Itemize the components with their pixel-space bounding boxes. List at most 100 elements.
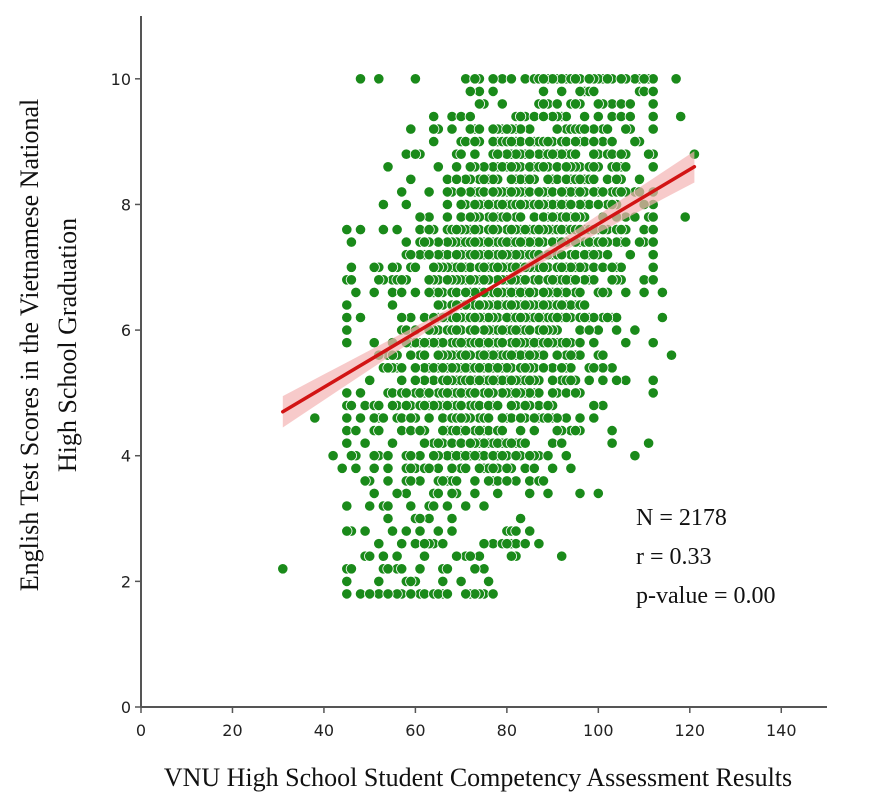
data-point bbox=[647, 236, 659, 248]
data-point bbox=[537, 98, 550, 110]
data-point bbox=[629, 136, 641, 148]
data-point bbox=[341, 588, 353, 600]
data-point bbox=[386, 437, 399, 449]
data-point bbox=[409, 362, 421, 374]
data-point bbox=[414, 211, 426, 223]
y-tick-label: 8 bbox=[121, 195, 131, 214]
stats-annotation-line: N = 2178 bbox=[636, 505, 727, 531]
data-point bbox=[437, 424, 449, 437]
data-point bbox=[409, 148, 421, 160]
data-point bbox=[450, 173, 463, 185]
data-point bbox=[551, 123, 563, 135]
data-point bbox=[546, 462, 559, 474]
data-point bbox=[359, 525, 371, 537]
data-point bbox=[588, 85, 600, 98]
data-point bbox=[514, 211, 527, 223]
data-point bbox=[373, 274, 385, 286]
data-point bbox=[514, 110, 527, 123]
data-point bbox=[405, 249, 417, 261]
data-point bbox=[647, 123, 659, 135]
data-point bbox=[583, 374, 595, 386]
data-point bbox=[423, 286, 435, 298]
data-point bbox=[574, 173, 586, 185]
data-point bbox=[478, 274, 490, 286]
data-point bbox=[620, 286, 632, 298]
data-point bbox=[505, 299, 517, 311]
data-point bbox=[519, 224, 531, 236]
data-point bbox=[469, 487, 481, 499]
x-tick-label: 80 bbox=[497, 721, 517, 740]
data-point bbox=[638, 286, 650, 298]
data-point bbox=[368, 462, 380, 474]
data-point bbox=[364, 550, 376, 562]
data-point bbox=[492, 261, 504, 273]
data-point bbox=[505, 374, 517, 386]
data-point bbox=[423, 412, 435, 424]
data-point bbox=[574, 412, 586, 424]
data-point bbox=[665, 349, 678, 361]
data-point bbox=[578, 123, 591, 135]
data-point bbox=[396, 362, 408, 374]
labels: 0 20 40 60 80 100 120 140 0 2 4 6 8 10 VNU High School… bbox=[15, 70, 797, 792]
data-point bbox=[615, 224, 627, 236]
data-point bbox=[501, 123, 513, 135]
data-point bbox=[487, 374, 499, 386]
x-tick-label: 120 bbox=[675, 721, 706, 740]
data-point bbox=[414, 525, 426, 537]
data-point bbox=[510, 387, 522, 399]
data-point bbox=[469, 450, 481, 462]
y-tick-label: 6 bbox=[121, 321, 131, 340]
data-point bbox=[464, 274, 476, 286]
data-point bbox=[551, 311, 563, 324]
data-point bbox=[514, 311, 527, 324]
data-point bbox=[624, 110, 636, 123]
data-point bbox=[391, 550, 403, 562]
data-point bbox=[542, 173, 554, 185]
data-point bbox=[505, 550, 517, 562]
data-point bbox=[487, 73, 499, 85]
data-point bbox=[432, 299, 444, 311]
data-point bbox=[460, 349, 472, 361]
data-point bbox=[537, 362, 550, 374]
y-tick-label: 10 bbox=[111, 70, 131, 89]
data-point bbox=[341, 437, 353, 449]
data-point bbox=[386, 399, 399, 412]
data-point bbox=[546, 274, 559, 286]
data-point bbox=[524, 136, 536, 148]
data-point bbox=[482, 412, 495, 424]
data-point bbox=[496, 249, 508, 261]
data-point bbox=[501, 211, 513, 223]
data-point bbox=[519, 538, 531, 550]
data-point bbox=[450, 324, 463, 336]
data-point bbox=[345, 450, 357, 462]
data-point bbox=[524, 324, 536, 336]
data-point bbox=[441, 198, 453, 211]
data-point bbox=[341, 500, 353, 512]
data-point bbox=[487, 186, 499, 198]
data-point bbox=[533, 311, 545, 324]
data-point bbox=[450, 550, 463, 562]
data-point bbox=[537, 261, 550, 273]
data-point bbox=[473, 98, 485, 110]
data-point bbox=[551, 424, 563, 437]
data-point bbox=[560, 450, 572, 462]
data-point bbox=[492, 286, 504, 298]
data-point bbox=[482, 475, 495, 487]
data-point bbox=[460, 462, 472, 474]
data-point bbox=[350, 286, 362, 298]
data-point bbox=[510, 525, 522, 537]
data-point bbox=[473, 374, 485, 386]
data-point bbox=[505, 136, 517, 148]
data-point bbox=[377, 224, 389, 236]
data-point bbox=[373, 538, 385, 550]
data-point bbox=[414, 424, 426, 437]
data-point bbox=[377, 550, 389, 562]
data-point bbox=[405, 500, 417, 512]
data-point bbox=[354, 73, 367, 85]
data-point bbox=[418, 437, 431, 449]
data-point bbox=[469, 148, 481, 160]
data-point bbox=[469, 387, 481, 399]
data-point bbox=[528, 462, 540, 474]
data-point bbox=[400, 387, 412, 399]
data-point bbox=[574, 487, 586, 499]
